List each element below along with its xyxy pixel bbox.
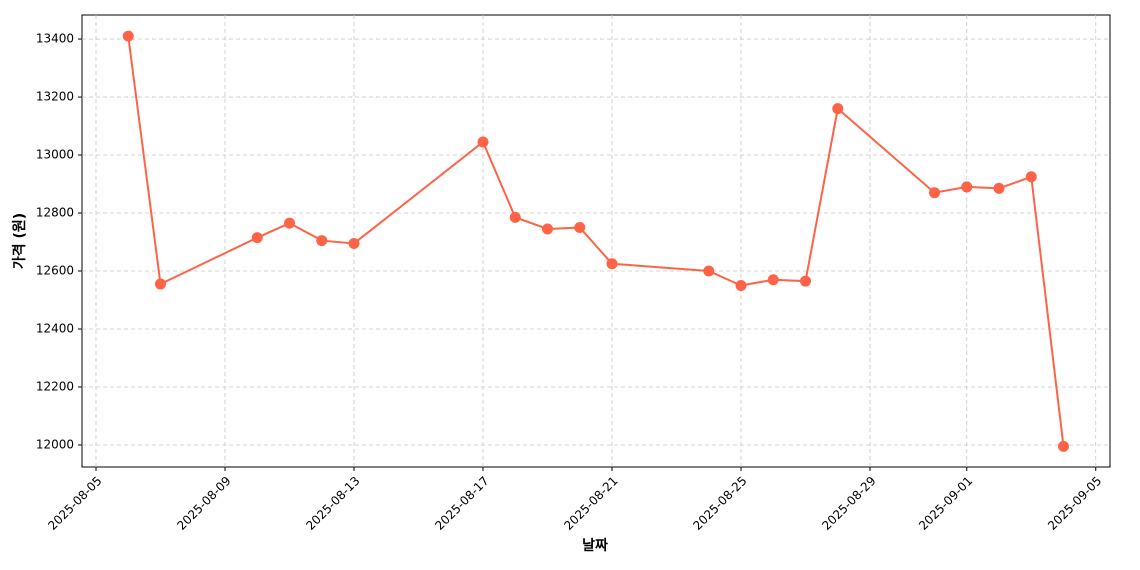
data-point [832,103,844,115]
x-tick-label: 2025-08-21 [561,474,620,533]
x-tick-label: 2025-08-09 [174,474,233,533]
y-tick-label: 13400 [36,32,74,46]
data-point [703,265,715,277]
data-point [735,280,747,292]
data-point [961,181,973,193]
data-point [1025,171,1037,183]
series-line [127,36,1065,447]
y-tick-label: 12000 [36,437,74,451]
x-tick-label: 2025-09-01 [916,474,975,533]
x-tick-label: 2025-08-29 [819,474,878,533]
x-tick-label: 2025-09-05 [1045,474,1104,533]
y-axis-label: 가격 (원) [11,213,28,269]
x-tick-label: 2025-08-25 [690,474,749,533]
data-point [606,258,618,270]
data-point [1058,440,1069,452]
data-point [542,223,553,235]
data-point [251,232,263,244]
y-tick-label: 13000 [36,148,74,162]
x-axis-label: 날짜 [582,538,608,554]
x-tick-label: 2025-08-13 [303,474,362,533]
plot-frame [81,14,1111,468]
x-tick-label: 2025-08-17 [432,474,491,533]
data-point [767,274,779,286]
data-point [284,217,295,229]
data-point [509,211,521,223]
data-point [316,235,328,247]
data-point [122,30,134,42]
data-point [993,182,1005,194]
data-point [800,275,811,287]
y-tick-label: 13200 [36,90,74,104]
data-point [477,136,489,148]
data-point [348,237,360,249]
y-tick-label: 12400 [36,321,74,335]
y-tick-label: 12600 [36,264,74,278]
x-tick-label: 2025-08-05 [45,474,104,533]
data-point [929,187,940,199]
y-tick-label: 12200 [36,379,74,393]
y-tick-label: 12800 [36,206,74,220]
data-point [155,278,166,290]
data-point [574,222,586,234]
